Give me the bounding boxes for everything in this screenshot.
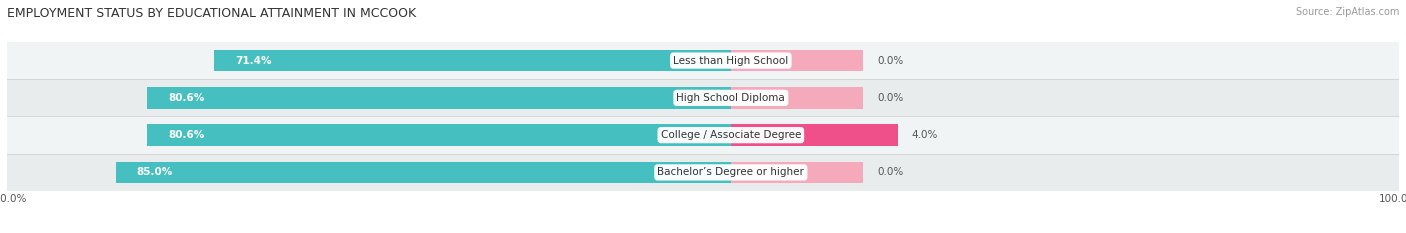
Text: EMPLOYMENT STATUS BY EDUCATIONAL ATTAINMENT IN MCCOOK: EMPLOYMENT STATUS BY EDUCATIONAL ATTAINM… <box>7 7 416 20</box>
Bar <box>731 87 863 109</box>
Text: Less than High School: Less than High School <box>673 56 789 65</box>
Text: Source: ZipAtlas.com: Source: ZipAtlas.com <box>1295 7 1399 17</box>
Text: College / Associate Degree: College / Associate Degree <box>661 130 801 140</box>
Text: 80.6%: 80.6% <box>169 93 205 103</box>
Bar <box>115 162 731 183</box>
Bar <box>7 154 1399 191</box>
Bar <box>148 124 731 146</box>
Bar <box>7 42 1399 79</box>
Bar <box>7 116 1399 154</box>
Text: 80.6%: 80.6% <box>169 130 205 140</box>
Bar <box>731 162 863 183</box>
Bar <box>731 50 863 71</box>
Bar <box>214 50 731 71</box>
Text: Bachelor’s Degree or higher: Bachelor’s Degree or higher <box>658 168 804 177</box>
Bar <box>731 124 898 146</box>
Text: 0.0%: 0.0% <box>877 93 903 103</box>
Text: High School Diploma: High School Diploma <box>676 93 785 103</box>
Bar <box>7 79 1399 116</box>
Text: 0.0%: 0.0% <box>877 168 903 177</box>
Bar <box>148 87 731 109</box>
Text: 71.4%: 71.4% <box>235 56 271 65</box>
Text: 85.0%: 85.0% <box>136 168 173 177</box>
Text: 0.0%: 0.0% <box>877 56 903 65</box>
Text: 4.0%: 4.0% <box>912 130 938 140</box>
